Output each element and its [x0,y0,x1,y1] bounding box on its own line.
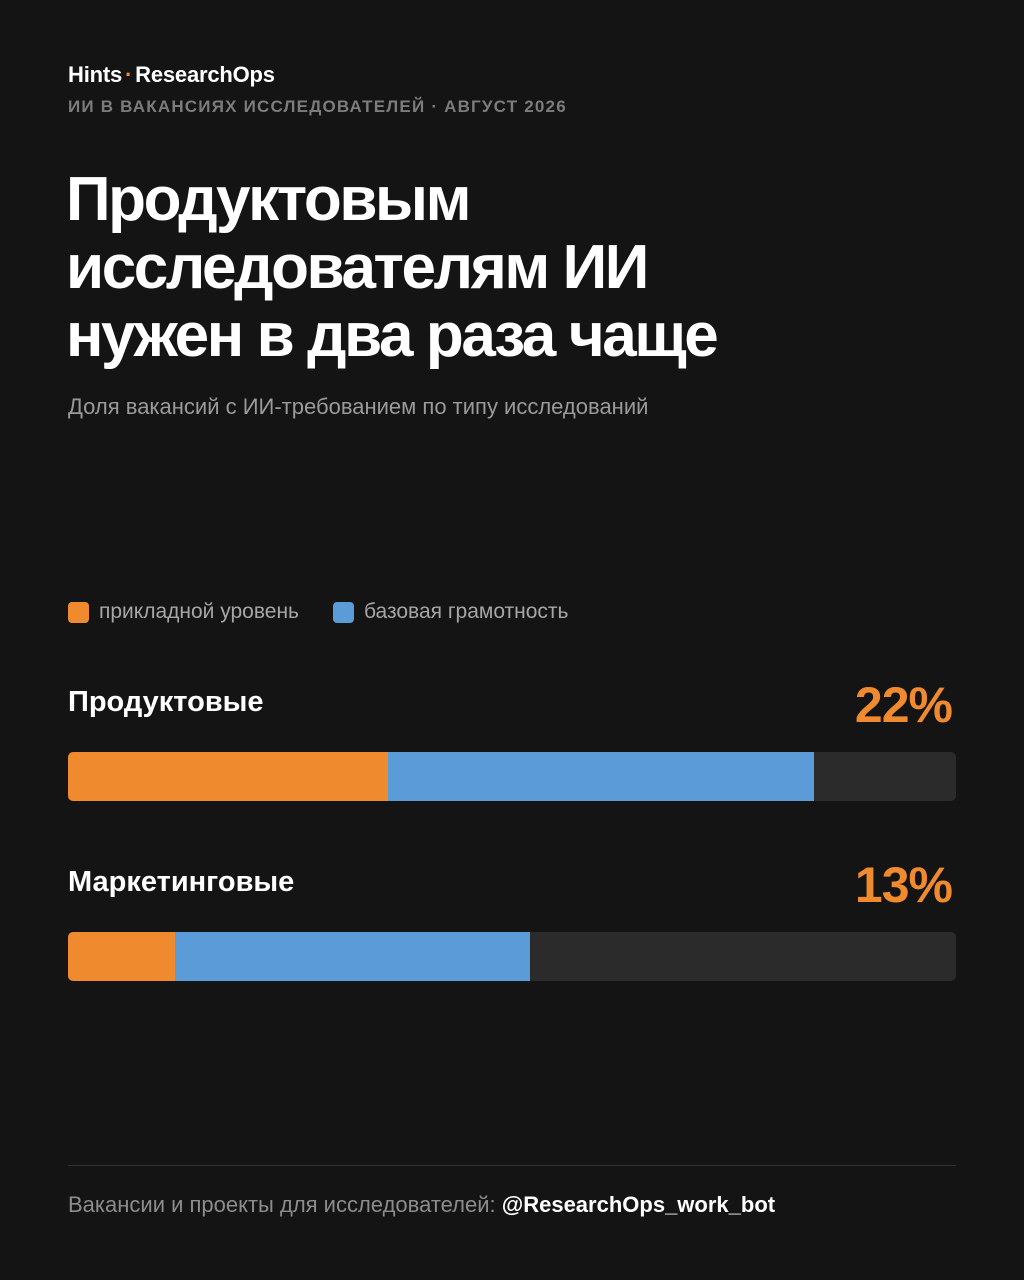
category-label-marketing: Маркетинговые [68,866,295,898]
legend-label-applied: прикладной уровень [99,600,299,623]
footer-handle[interactable]: @ResearchOps_work_bot [501,1192,776,1217]
legend-label-basic: базовая грамотность [364,600,569,623]
legend: прикладной уровень базовая грамотность [68,600,603,624]
brand-separator: · [125,62,133,87]
category-label-product: Продуктовые [68,686,264,718]
legend-item-applied: прикладной уровень [68,600,299,624]
bar-segment-marketing-basic [174,932,530,981]
value-label-product: 22% [854,677,953,733]
legend-item-basic: базовая грамотность [333,600,569,624]
brand-hints: Hints [68,62,123,87]
title-line-2: исследователям ИИ [66,233,649,302]
legend-swatch-basic [333,601,354,623]
footer-text: Вакансии и проекты для исследователей: [68,1192,496,1217]
brand-researchops: ResearchOps [135,62,275,87]
title-line-1: Продуктовым [66,165,471,234]
kicker: ИИ В ВАКАНСИЯХ ИССЛЕДОВАТЕЛЕЙ · АВГУСТ 2… [68,97,567,116]
chart-title: Продуктовым исследователям ИИ нужен в дв… [66,166,966,370]
title-line-3: нужен в два раза чаще [66,301,719,370]
bar-segment-product-basic [387,752,814,801]
footer: Вакансии и проекты для исследователей: @… [68,1192,775,1218]
value-label-marketing: 13% [854,857,953,913]
bar-track-marketing [68,932,956,981]
footer-divider [68,1165,956,1166]
legend-swatch-applied [68,601,89,623]
chart-subtitle: Доля вакансий с ИИ-требованием по типу и… [68,394,649,419]
bar-segment-marketing-applied [68,932,175,981]
brand: Hints · ResearchOps [68,62,275,88]
bar-track-product [68,752,956,801]
bar-segment-product-applied [68,752,388,801]
